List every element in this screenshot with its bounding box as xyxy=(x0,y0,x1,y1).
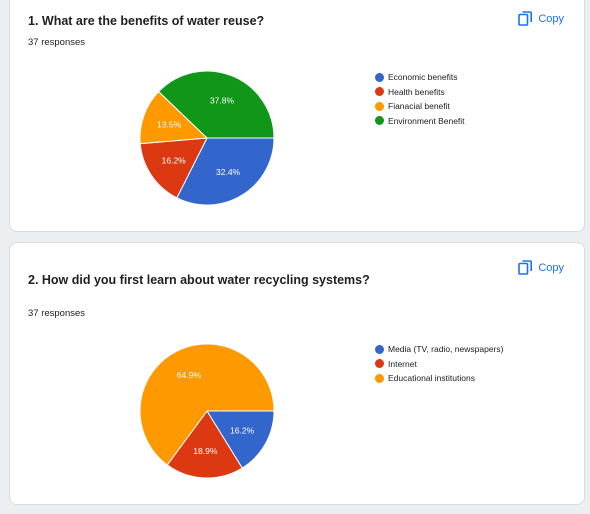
legend-item[interactable]: Health benefits xyxy=(375,85,465,100)
legend-dot xyxy=(375,101,384,111)
copy-button-1[interactable]: Copy xyxy=(518,11,564,26)
pie-slice[interactable] xyxy=(166,410,243,479)
copy-button-2[interactable]: Copy xyxy=(518,260,564,275)
legend-dot xyxy=(375,373,384,383)
pie-slice[interactable] xyxy=(139,343,275,466)
question-card-1: 1. What are the benefits of water reuse?… xyxy=(9,0,585,232)
slice-label: 64.9% xyxy=(177,370,202,380)
legend-item[interactable]: Economic benefits xyxy=(375,70,465,85)
copy-label: Copy xyxy=(538,261,564,274)
question-card-2: 2. How did you first learn about water r… xyxy=(9,242,585,505)
pie-slice[interactable] xyxy=(157,70,275,139)
legend-label: Media (TV, radio, newspapers) xyxy=(388,344,504,355)
copy-icon xyxy=(518,11,533,26)
response-count-2: 37 responses xyxy=(28,308,86,319)
pie-chart-1: 32.4% 16.2% 13.5% 37.8% xyxy=(139,70,275,206)
pie-slice[interactable] xyxy=(139,137,208,199)
pie-slice[interactable] xyxy=(139,90,209,145)
slice-label: 18.9% xyxy=(193,446,218,456)
legend-item[interactable]: Educational institutions xyxy=(375,371,503,386)
pie-slice[interactable] xyxy=(176,137,275,206)
legend-label: Internet xyxy=(388,358,417,369)
slice-label: 32.4% xyxy=(216,167,241,177)
legend-dot xyxy=(375,344,384,354)
legend-2: Media (TV, radio, newspapers) Internet Edu… xyxy=(375,342,503,386)
response-count-1: 37 responses xyxy=(28,37,86,48)
legend-item[interactable]: Environment Benefit xyxy=(375,114,465,129)
legend-dot xyxy=(375,359,384,369)
slice-label: 16.2% xyxy=(162,156,187,166)
legend-label: Environment Benefit xyxy=(388,115,465,126)
legend-label: Educational institutions xyxy=(388,373,475,384)
question-title-1: 1. What are the benefits of water reuse? xyxy=(28,14,265,28)
legend-item[interactable]: Media (TV, radio, newspapers) xyxy=(375,342,503,357)
legend-label: Fianacial benefit xyxy=(388,101,450,112)
legend-item[interactable]: Internet xyxy=(375,357,503,372)
legend-dot xyxy=(375,87,384,97)
legend-item[interactable]: Fianacial benefit xyxy=(375,99,465,114)
legend-1: Economic benefits Health benefits Fianacia… xyxy=(375,70,465,128)
pie-slice[interactable] xyxy=(206,410,275,469)
slice-label: 13.5% xyxy=(157,120,182,130)
question-title-2: 2. How did you first learn about water r… xyxy=(28,273,370,287)
legend-dot xyxy=(375,116,384,126)
copy-label: Copy xyxy=(538,12,564,25)
slice-label: 16.2% xyxy=(230,426,255,436)
slice-label: 37.8% xyxy=(210,96,235,106)
pie-chart-2: 16.2% 18.9% 64.9% xyxy=(139,343,275,479)
legend-label: Economic benefits xyxy=(388,72,458,83)
legend-label: Health benefits xyxy=(388,86,445,97)
copy-icon xyxy=(518,260,533,275)
legend-dot xyxy=(375,72,384,82)
